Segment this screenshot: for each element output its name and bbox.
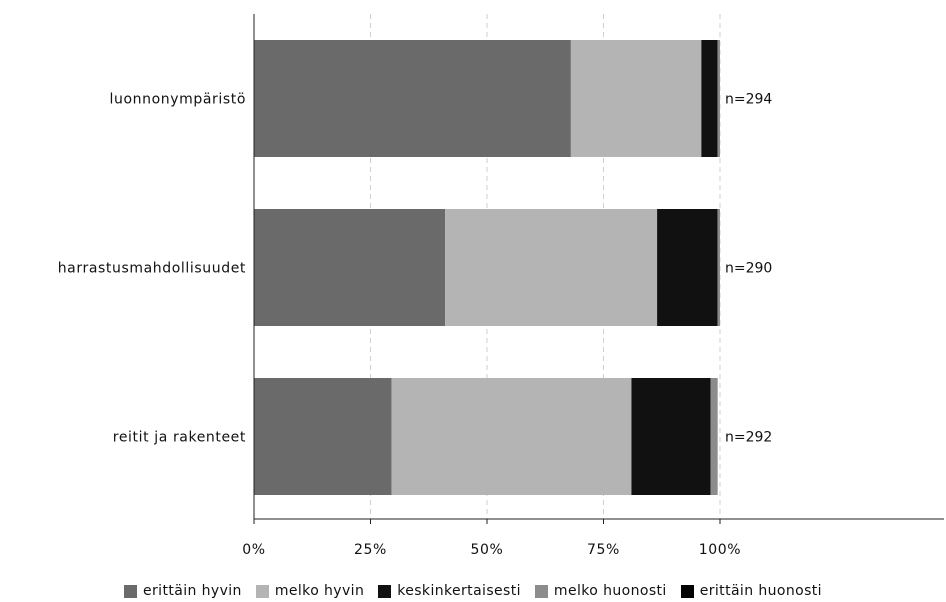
x-tick-label: 50% <box>471 542 504 558</box>
x-tick-label: 0% <box>242 542 265 558</box>
bar-segment <box>701 40 717 157</box>
bar-segment <box>657 209 718 326</box>
category-label: reitit ja rakenteet <box>113 430 246 446</box>
legend-swatch <box>681 585 694 598</box>
bar-segment <box>254 209 445 326</box>
legend-item: melko huonosti <box>535 583 667 599</box>
legend-swatch <box>256 585 269 598</box>
legend-label: erittäin huonosti <box>700 583 822 599</box>
bar-segment <box>254 40 571 157</box>
bar-segment <box>445 209 657 326</box>
bar-segment <box>711 378 718 495</box>
x-tick-label: 75% <box>587 542 620 558</box>
bar-segment <box>631 378 710 495</box>
bar-segment <box>718 40 720 157</box>
legend: erittäin hyvin melko hyvin keskinkertaises… <box>0 580 946 602</box>
n-label: n=290 <box>725 261 772 277</box>
legend-swatch <box>378 585 391 598</box>
legend-label: keskinkertaisesti <box>397 583 521 599</box>
legend-label: melko hyvin <box>275 583 364 599</box>
legend-item: keskinkertaisesti <box>378 583 521 599</box>
legend-label: erittäin hyvin <box>143 583 242 599</box>
legend-item: erittäin hyvin <box>124 583 242 599</box>
bars <box>254 40 720 495</box>
legend-label: melko huonosti <box>554 583 667 599</box>
legend-item: erittäin huonosti <box>681 583 822 599</box>
x-tick-label: 25% <box>354 542 387 558</box>
legend-swatch <box>124 585 137 598</box>
n-label: n=292 <box>725 430 772 446</box>
legend-item: melko hyvin <box>256 583 364 599</box>
legend-swatch <box>535 585 548 598</box>
n-label: n=294 <box>725 92 772 108</box>
bar-segment <box>391 378 631 495</box>
category-label: luonnonympäristö <box>110 92 247 108</box>
bar-segment <box>718 209 720 326</box>
x-tick-label: 100% <box>699 542 741 558</box>
category-label: harrastusmahdollisuudet <box>58 261 246 277</box>
bar-segment <box>571 40 701 157</box>
bar-segment <box>254 378 391 495</box>
